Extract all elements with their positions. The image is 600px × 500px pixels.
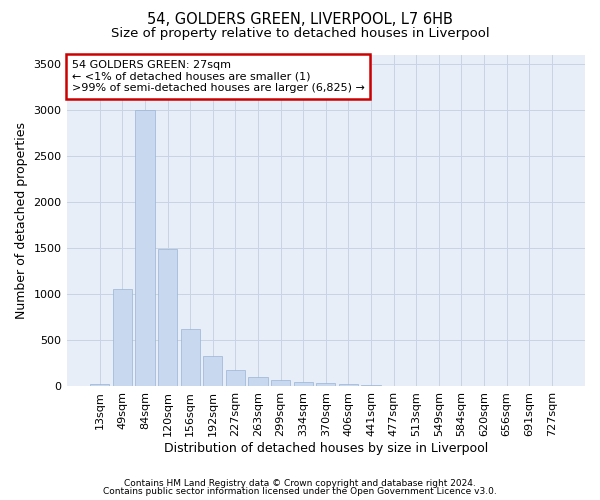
Bar bbox=[271, 380, 290, 386]
Text: 54, GOLDERS GREEN, LIVERPOOL, L7 6HB: 54, GOLDERS GREEN, LIVERPOOL, L7 6HB bbox=[147, 12, 453, 28]
Text: 54 GOLDERS GREEN: 27sqm
← <1% of detached houses are smaller (1)
>99% of semi-de: 54 GOLDERS GREEN: 27sqm ← <1% of detache… bbox=[72, 60, 365, 93]
X-axis label: Distribution of detached houses by size in Liverpool: Distribution of detached houses by size … bbox=[164, 442, 488, 455]
Text: Contains HM Land Registry data © Crown copyright and database right 2024.: Contains HM Land Registry data © Crown c… bbox=[124, 478, 476, 488]
Text: Contains public sector information licensed under the Open Government Licence v3: Contains public sector information licen… bbox=[103, 487, 497, 496]
Bar bbox=[293, 382, 313, 386]
Text: Size of property relative to detached houses in Liverpool: Size of property relative to detached ho… bbox=[110, 28, 490, 40]
Y-axis label: Number of detached properties: Number of detached properties bbox=[15, 122, 28, 319]
Bar bbox=[203, 356, 223, 386]
Bar bbox=[339, 384, 358, 386]
Bar bbox=[361, 385, 380, 386]
Bar bbox=[113, 289, 132, 386]
Bar bbox=[158, 250, 177, 386]
Bar bbox=[181, 330, 200, 386]
Bar bbox=[316, 383, 335, 386]
Bar bbox=[136, 110, 155, 386]
Bar bbox=[90, 384, 109, 386]
Bar bbox=[248, 377, 268, 386]
Bar bbox=[226, 370, 245, 386]
